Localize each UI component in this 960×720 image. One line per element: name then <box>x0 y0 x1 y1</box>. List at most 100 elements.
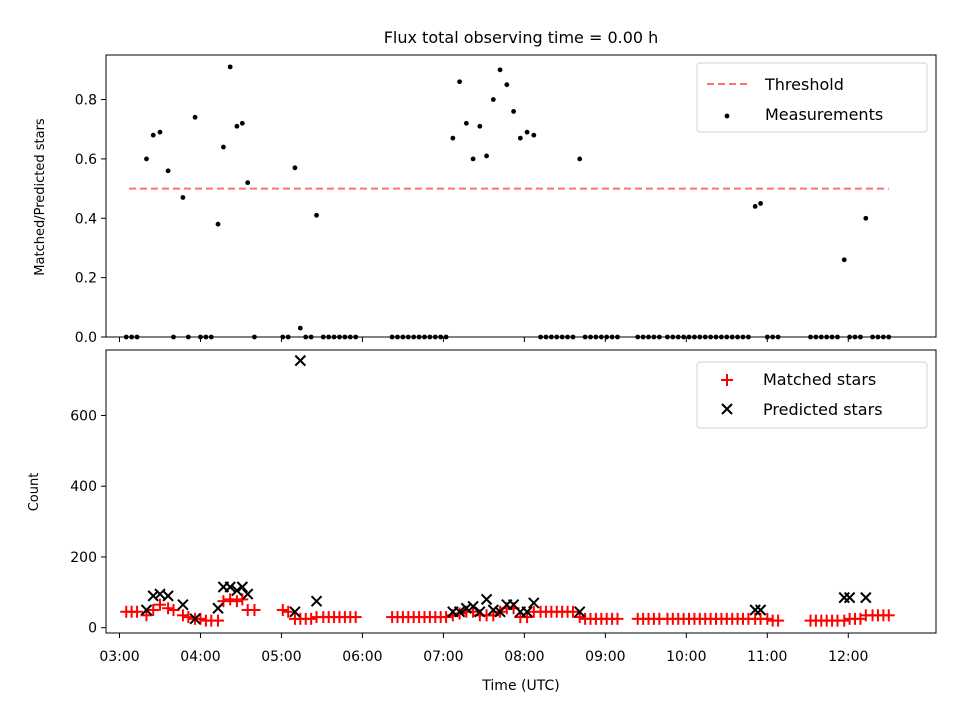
predicted-star-marker <box>467 600 479 613</box>
measurement-point <box>297 325 303 331</box>
matched-star-marker <box>176 609 189 622</box>
predicted-star-marker <box>480 593 493 606</box>
x-tick-label: 08:00 <box>504 649 544 665</box>
predicted-star-marker <box>460 602 473 614</box>
measurement-point <box>221 144 226 150</box>
predicted-star-marker <box>177 598 189 611</box>
x-tick-label: 03:00 <box>99 649 139 665</box>
matched-star-marker <box>217 595 230 608</box>
top-y-tick-label: 0.8 <box>75 93 97 109</box>
measurement-point <box>490 97 496 102</box>
measurement-point <box>524 129 530 135</box>
predicted-star-marker <box>212 602 224 614</box>
measurement-point <box>215 221 221 227</box>
measurement-point <box>192 114 198 120</box>
measurement-point <box>758 201 763 206</box>
x-tick-label: 04:00 <box>180 649 220 665</box>
predicted-legend-label: Predicted stars <box>763 400 883 419</box>
predicted-star-marker <box>236 581 249 593</box>
predicted-star-marker <box>242 588 254 600</box>
chart-title: Flux total observing time = 0.00 h <box>384 28 659 47</box>
threshold-legend-label: Threshold <box>764 75 844 94</box>
matched-star-points <box>120 593 895 627</box>
bottom-plot-frame <box>105 349 937 634</box>
measurements-legend-label: Measurements <box>765 105 883 124</box>
top-axis-ticks: 0.0 0.2 0.4 0.6 0.8 <box>75 93 849 346</box>
matched-star-marker <box>230 595 243 608</box>
matched-star-marker <box>167 604 180 617</box>
top-legend: Threshold Measurements <box>696 62 928 133</box>
measurement-point <box>484 153 489 159</box>
bottom-legend: Matched stars Predicted stars <box>696 361 928 429</box>
measurement-point <box>504 82 510 88</box>
measurement-point <box>517 135 523 141</box>
predicted-star-marker <box>474 606 486 618</box>
measurement-point <box>477 123 483 129</box>
matched-star-marker <box>882 609 895 622</box>
matched-star-marker <box>772 614 785 627</box>
predicted-star-marker <box>453 606 466 618</box>
x-tick-label: 10:00 <box>666 649 706 665</box>
matched-legend-swatch <box>721 374 733 386</box>
measurement-point <box>457 79 462 85</box>
star-count-panel: Count Time (UTC) 0 200 400 600 03:00 04:00 05:… <box>27 349 937 694</box>
predicted-star-marker <box>231 584 243 597</box>
matched-star-marker <box>248 604 261 617</box>
measurement-point <box>157 129 163 135</box>
matched-star-marker <box>276 604 289 617</box>
matched-star-marker <box>131 605 144 618</box>
matched-star-marker <box>236 593 249 606</box>
matched-star-marker <box>212 614 225 627</box>
top-y-tick-label: 0.6 <box>75 152 97 168</box>
predicted-star-marker <box>140 604 153 616</box>
measurement-point <box>841 257 847 263</box>
x-axis-label: Time (UTC) <box>481 678 559 694</box>
measurement-point <box>511 109 516 114</box>
predicted-star-marker <box>189 613 201 625</box>
bottom-y-tick-label: 200 <box>70 550 97 566</box>
matched-star-marker <box>282 605 295 618</box>
x-tick-label: 05:00 <box>261 649 301 665</box>
predicted-star-marker <box>574 606 586 618</box>
bottom-y-tick-label: 400 <box>70 479 97 495</box>
measurement-point <box>180 195 186 200</box>
predicted-star-marker <box>294 354 307 367</box>
measurement-point <box>450 135 456 141</box>
matched-star-marker <box>611 612 624 625</box>
predicted-star-marker <box>838 591 850 604</box>
measurement-point <box>144 156 149 162</box>
x-tick-label: 11:00 <box>747 649 787 665</box>
predicted-star-marker <box>310 595 323 607</box>
matched-star-marker <box>153 598 166 611</box>
measurement-point <box>150 132 156 138</box>
top-plot-frame <box>105 54 937 338</box>
measurement-point <box>165 168 171 174</box>
x-tick-label: 09:00 <box>585 649 625 665</box>
measurement-point <box>314 212 319 218</box>
matched-star-marker <box>566 605 579 618</box>
measurement-point <box>245 180 251 186</box>
bottom-y-tick-label: 0 <box>88 621 97 637</box>
predicted-star-marker <box>528 597 540 609</box>
x-tick-label: 07:00 <box>423 649 463 665</box>
predicted-star-marker <box>289 606 301 618</box>
matched-star-marker <box>761 612 774 625</box>
measurement-point <box>497 67 503 73</box>
matched-star-marker <box>305 612 318 625</box>
predicted-star-marker <box>487 604 500 616</box>
top-y-axis-label: Matched/Predicted stars <box>33 118 48 276</box>
measurement-point <box>577 156 583 162</box>
measurements-legend-swatch <box>724 113 730 119</box>
predicted-star-points <box>140 354 872 625</box>
x-tick-label: 12:00 <box>828 649 868 665</box>
predicted-star-marker <box>843 591 856 604</box>
measurement-point <box>863 215 869 221</box>
matched-star-marker <box>838 614 851 627</box>
top-y-tick-label: 0.4 <box>75 211 97 227</box>
bottom-legend-box <box>696 361 928 429</box>
bottom-y-tick-label: 600 <box>70 408 97 424</box>
predicted-legend-swatch <box>721 403 733 415</box>
matched-star-marker <box>440 611 453 624</box>
predicted-star-marker <box>860 591 872 604</box>
